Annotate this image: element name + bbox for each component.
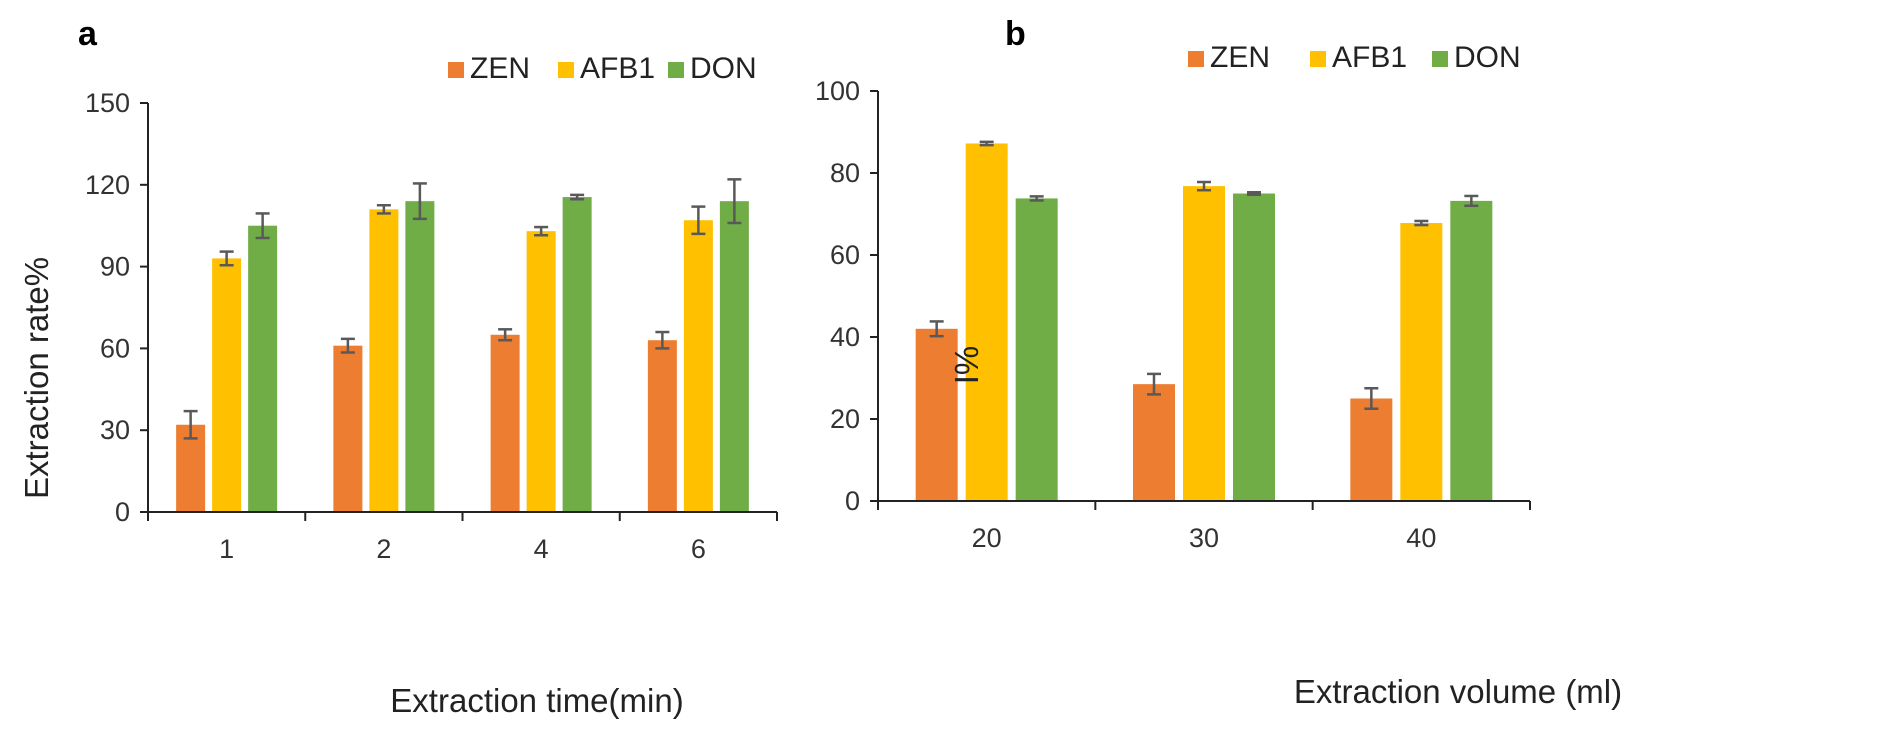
error-bar-afb1-20 xyxy=(979,140,994,147)
bar-afb1-30 xyxy=(1183,186,1225,501)
panel-b-y-axis-title: I% xyxy=(948,346,985,385)
error-bar-don-4 xyxy=(570,193,585,201)
legend-swatch xyxy=(1188,51,1204,67)
panel-b-legend: ZEN AFB1 DON xyxy=(1188,41,1521,74)
legend-swatch xyxy=(668,62,684,78)
y-tick-label: 0 xyxy=(845,486,860,516)
y-tick-label: 60 xyxy=(100,333,130,363)
bar-don-4 xyxy=(562,197,592,512)
legend-item-zen: ZEN xyxy=(1188,41,1270,74)
panel-a-y-axis-title: Extraction rate% xyxy=(18,257,55,499)
error-bar-zen-4 xyxy=(498,328,513,342)
y-tick-label: 30 xyxy=(100,415,130,445)
error-bar-don-2 xyxy=(412,182,427,221)
legend-item-don: DON xyxy=(668,52,757,85)
y-tick-label: 150 xyxy=(85,88,130,118)
error-bar-afb1-6 xyxy=(691,205,706,236)
error-bar-afb1-30 xyxy=(1197,180,1211,192)
x-tick-label: 30 xyxy=(1189,523,1219,553)
bar-afb1-40 xyxy=(1400,223,1443,501)
panel-a-chart: a 0 30 60 90 120 150 1 2 4 6 ZEN AFB1 DON Extractio… xyxy=(18,15,778,719)
legend-label: DON xyxy=(1454,41,1521,74)
legend-item-afb1: AFB1 xyxy=(1310,41,1407,74)
x-tick-label: 40 xyxy=(1406,523,1436,553)
legend-swatch xyxy=(1432,51,1448,67)
error-bar-afb1-40 xyxy=(1414,219,1429,227)
bar-zen-2 xyxy=(333,345,363,512)
bar-afb1-6 xyxy=(683,220,713,512)
bar-afb1-4 xyxy=(526,231,556,513)
legend-label: DON xyxy=(690,52,757,85)
legend-swatch xyxy=(448,62,464,78)
bar-afb1-1 xyxy=(212,258,242,512)
bar-don-6 xyxy=(719,201,749,512)
bar-afb1-2 xyxy=(369,209,399,512)
bar-don-40 xyxy=(1450,200,1493,501)
error-bar-afb1-1 xyxy=(219,250,234,267)
panel-a-legend: ZEN AFB1 DON xyxy=(448,52,757,85)
y-tick-label: 60 xyxy=(830,240,860,270)
panel-b-x-axis-title: Extraction volume (ml) xyxy=(1294,673,1622,710)
bar-afb1-20 xyxy=(965,143,1008,502)
y-tick-label: 20 xyxy=(830,404,860,434)
y-tick-label: 40 xyxy=(830,322,860,352)
bar-don-20 xyxy=(1015,198,1058,502)
y-tick-label: 80 xyxy=(830,158,860,188)
panel-b-chart: b 0 20 40 60 80 100 20 30 40 ZEN AFB1 DON Extracti… xyxy=(815,15,1622,710)
error-bar-don-6 xyxy=(727,178,742,225)
legend-swatch xyxy=(1310,51,1326,67)
legend-item-afb1: AFB1 xyxy=(558,52,655,85)
error-bar-zen-20 xyxy=(929,320,944,338)
error-bar-don-30 xyxy=(1247,191,1261,196)
error-bar-afb1-4 xyxy=(534,225,549,237)
bar-zen-4 xyxy=(490,334,520,512)
error-bar-don-1 xyxy=(255,212,270,240)
bar-zen-40 xyxy=(1350,398,1393,501)
y-tick-label: 0 xyxy=(115,497,130,527)
error-bar-afb1-2 xyxy=(376,204,391,215)
legend-label: AFB1 xyxy=(580,52,655,85)
panel-b-axes: 0 20 40 60 80 100 20 30 40 xyxy=(815,76,1531,553)
bar-zen-30 xyxy=(1133,384,1175,501)
y-tick-label: 90 xyxy=(100,252,130,282)
y-tick-label: 120 xyxy=(85,170,130,200)
x-tick-label: 4 xyxy=(534,534,549,564)
panel-b-label: b xyxy=(1005,15,1026,53)
panel-a-label: a xyxy=(78,15,98,53)
x-tick-label: 2 xyxy=(376,534,391,564)
legend-label: ZEN xyxy=(1210,41,1270,74)
x-tick-label: 20 xyxy=(972,523,1002,553)
bar-zen-20 xyxy=(915,328,958,501)
panel-a-x-axis-title: Extraction time(min) xyxy=(390,682,683,719)
panel-b-error-bars xyxy=(929,140,1479,410)
legend-swatch xyxy=(558,62,574,78)
bar-don-30 xyxy=(1233,193,1275,501)
error-bar-zen-2 xyxy=(340,337,355,354)
legend-label: AFB1 xyxy=(1332,41,1407,74)
bar-don-1 xyxy=(248,225,278,512)
panel-a-axes: 0 30 60 90 120 150 1 2 4 6 xyxy=(85,88,778,564)
error-bar-zen-30 xyxy=(1147,372,1161,396)
panel-a-bars xyxy=(176,197,749,513)
legend-label: ZEN xyxy=(470,52,530,85)
bar-don-2 xyxy=(405,201,435,512)
legend-item-don: DON xyxy=(1432,41,1521,74)
error-bar-zen-1 xyxy=(183,409,198,440)
x-tick-label: 6 xyxy=(691,534,706,564)
error-bar-don-40 xyxy=(1464,194,1479,208)
error-bar-don-20 xyxy=(1029,195,1044,202)
error-bar-zen-6 xyxy=(655,330,670,350)
bar-zen-6 xyxy=(647,340,677,512)
panel-b-bars xyxy=(915,143,1493,502)
legend-item-zen: ZEN xyxy=(448,52,530,85)
y-tick-label: 100 xyxy=(815,76,860,106)
x-tick-label: 1 xyxy=(219,534,234,564)
panel-a-error-bars xyxy=(183,178,742,440)
error-bar-zen-40 xyxy=(1364,387,1379,410)
